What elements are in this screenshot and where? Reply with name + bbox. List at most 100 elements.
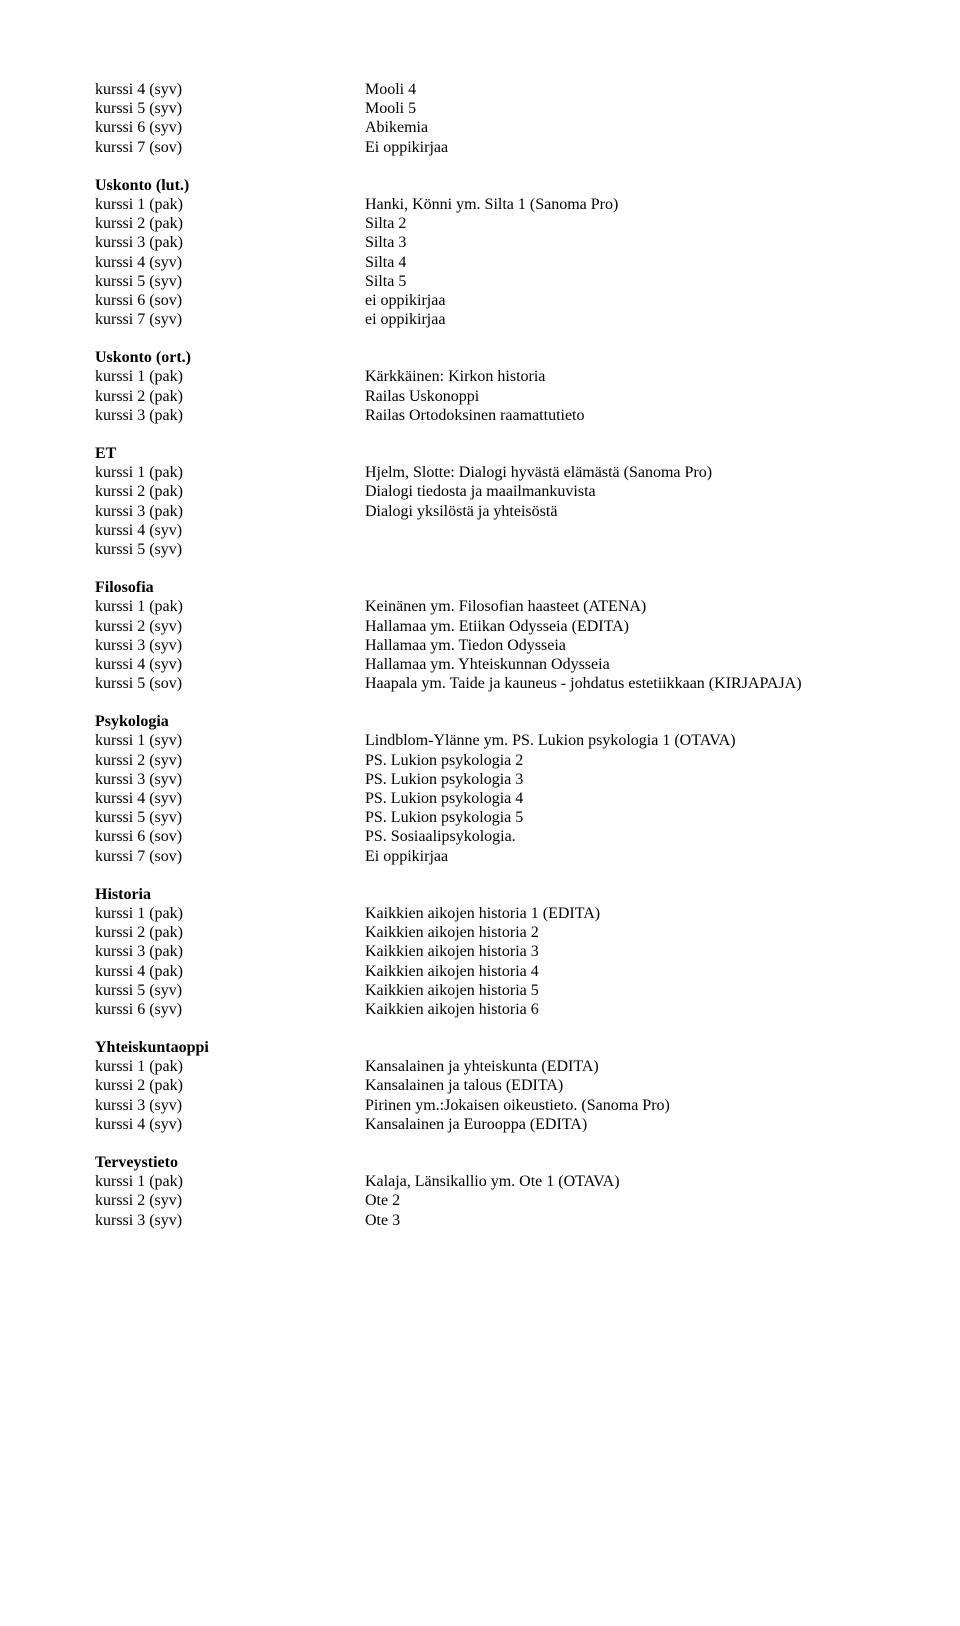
section-heading-row: Historia [95,885,865,904]
course-id: kurssi 4 (syv) [95,1115,365,1134]
course-id: kurssi 4 (syv) [95,253,365,272]
course-id: kurssi 7 (sov) [95,847,365,866]
course-id: kurssi 3 (pak) [95,942,365,961]
course-id: kurssi 4 (syv) [95,521,365,540]
course-book: Silta 3 [365,233,865,252]
section-heading-right [365,1038,865,1057]
course-id: kurssi 6 (syv) [95,118,365,137]
course-book: Ei oppikirjaa [365,847,865,866]
course-row: kurssi 1 (pak)Hjelm, Slotte: Dialogi hyv… [95,463,865,482]
course-book: Lindblom-Ylänne ym. PS. Lukion psykologi… [365,731,865,750]
course-book: Kaikkien aikojen historia 1 (EDITA) [365,904,865,923]
section-heading: Filosofia [95,578,365,597]
course-book: Hallamaa ym. Tiedon Odysseia [365,636,865,655]
course-book: ei oppikirjaa [365,310,865,329]
section-heading: ET [95,444,365,463]
course-row: kurssi 3 (pak)Dialogi yksilöstä ja yhtei… [95,502,865,521]
course-row: kurssi 7 (syv)ei oppikirjaa [95,310,865,329]
course-row: kurssi 1 (syv)Lindblom-Ylänne ym. PS. Lu… [95,731,865,750]
course-id: kurssi 4 (syv) [95,789,365,808]
course-row: kurssi 7 (sov)Ei oppikirjaa [95,138,865,157]
course-row: kurssi 3 (pak)Silta 3 [95,233,865,252]
section-heading-right [365,444,865,463]
course-row: kurssi 5 (syv)Mooli 5 [95,99,865,118]
course-book: Kaikkien aikojen historia 5 [365,981,865,1000]
course-book: Kärkkäinen: Kirkon historia [365,367,865,386]
course-book: Hanki, Könni ym. Silta 1 (Sanoma Pro) [365,195,865,214]
course-row: kurssi 1 (pak)Keinänen ym. Filosofian ha… [95,597,865,616]
course-row: kurssi 2 (syv)Hallamaa ym. Etiikan Odyss… [95,617,865,636]
course-row: kurssi 4 (syv)Silta 4 [95,253,865,272]
course-book: Kaikkien aikojen historia 4 [365,962,865,981]
course-book: Abikemia [365,118,865,137]
course-id: kurssi 7 (sov) [95,138,365,157]
course-book: Hallamaa ym. Etiikan Odysseia (EDITA) [365,617,865,636]
course-id: kurssi 2 (syv) [95,617,365,636]
course-row: kurssi 5 (syv) [95,540,865,559]
course-row: kurssi 3 (syv)PS. Lukion psykologia 3 [95,770,865,789]
course-book [365,540,865,559]
course-id: kurssi 2 (pak) [95,1076,365,1095]
course-id: kurssi 6 (sov) [95,291,365,310]
course-row: kurssi 6 (sov)ei oppikirjaa [95,291,865,310]
section: Uskonto (lut.)kurssi 1 (pak)Hanki, Könni… [95,176,865,330]
course-id: kurssi 3 (syv) [95,636,365,655]
course-book: Ote 3 [365,1211,865,1230]
course-book: ei oppikirjaa [365,291,865,310]
course-book: Silta 4 [365,253,865,272]
course-book: PS. Lukion psykologia 4 [365,789,865,808]
course-id: kurssi 3 (pak) [95,502,365,521]
section-heading: Terveystieto [95,1153,365,1172]
course-row: kurssi 5 (syv)PS. Lukion psykologia 5 [95,808,865,827]
course-row: kurssi 2 (pak)Dialogi tiedosta ja maailm… [95,482,865,501]
course-book: PS. Lukion psykologia 5 [365,808,865,827]
section-heading-right [365,176,865,195]
section: Filosofiakurssi 1 (pak)Keinänen ym. Filo… [95,578,865,693]
course-id: kurssi 2 (pak) [95,387,365,406]
course-book: Kaikkien aikojen historia 6 [365,1000,865,1019]
course-row: kurssi 5 (syv)Kaikkien aikojen historia … [95,981,865,1000]
section: Uskonto (ort.)kurssi 1 (pak)Kärkkäinen: … [95,348,865,425]
section: Historiakurssi 1 (pak)Kaikkien aikojen h… [95,885,865,1019]
course-id: kurssi 4 (syv) [95,80,365,99]
course-id: kurssi 1 (pak) [95,463,365,482]
course-id: kurssi 6 (sov) [95,827,365,846]
section-heading: Psykologia [95,712,365,731]
course-row: kurssi 3 (syv)Ote 3 [95,1211,865,1230]
course-book: Kansalainen ja talous (EDITA) [365,1076,865,1095]
course-row: kurssi 5 (syv)Silta 5 [95,272,865,291]
course-book: Silta 5 [365,272,865,291]
section-heading: Yhteiskuntaoppi [95,1038,365,1057]
course-row: kurssi 2 (syv)Ote 2 [95,1191,865,1210]
course-id: kurssi 6 (syv) [95,1000,365,1019]
course-row: kurssi 2 (syv)PS. Lukion psykologia 2 [95,751,865,770]
course-row: kurssi 1 (pak)Kalaja, Länsikallio ym. Ot… [95,1172,865,1191]
course-id: kurssi 2 (pak) [95,214,365,233]
course-row: kurssi 6 (syv)Kaikkien aikojen historia … [95,1000,865,1019]
course-id: kurssi 2 (syv) [95,751,365,770]
course-row: kurssi 6 (syv)Abikemia [95,118,865,137]
section-heading-row: Terveystieto [95,1153,865,1172]
section-heading-right [365,885,865,904]
course-row: kurssi 3 (syv)Pirinen ym.:Jokaisen oikeu… [95,1096,865,1115]
course-row: kurssi 1 (pak)Hanki, Könni ym. Silta 1 (… [95,195,865,214]
course-row: kurssi 2 (pak)Kaikkien aikojen historia … [95,923,865,942]
course-row: kurssi 1 (pak)Kansalainen ja yhteiskunta… [95,1057,865,1076]
section-heading-row: Psykologia [95,712,865,731]
course-row: kurssi 1 (pak)Kärkkäinen: Kirkon histori… [95,367,865,386]
section: ETkurssi 1 (pak)Hjelm, Slotte: Dialogi h… [95,444,865,559]
document-body: kurssi 4 (syv)Mooli 4kurssi 5 (syv)Mooli… [95,80,865,1230]
course-book: Pirinen ym.:Jokaisen oikeustieto. (Sanom… [365,1096,865,1115]
section-heading-row: ET [95,444,865,463]
course-id: kurssi 1 (pak) [95,1172,365,1191]
course-id: kurssi 4 (pak) [95,962,365,981]
course-id: kurssi 1 (pak) [95,367,365,386]
course-row: kurssi 2 (pak)Railas Uskonoppi [95,387,865,406]
section-heading-right [365,578,865,597]
course-book: PS. Lukion psykologia 3 [365,770,865,789]
course-id: kurssi 5 (syv) [95,99,365,118]
course-id: kurssi 3 (pak) [95,233,365,252]
course-book: Ei oppikirjaa [365,138,865,157]
course-row: kurssi 4 (syv)PS. Lukion psykologia 4 [95,789,865,808]
course-row: kurssi 4 (syv) [95,521,865,540]
